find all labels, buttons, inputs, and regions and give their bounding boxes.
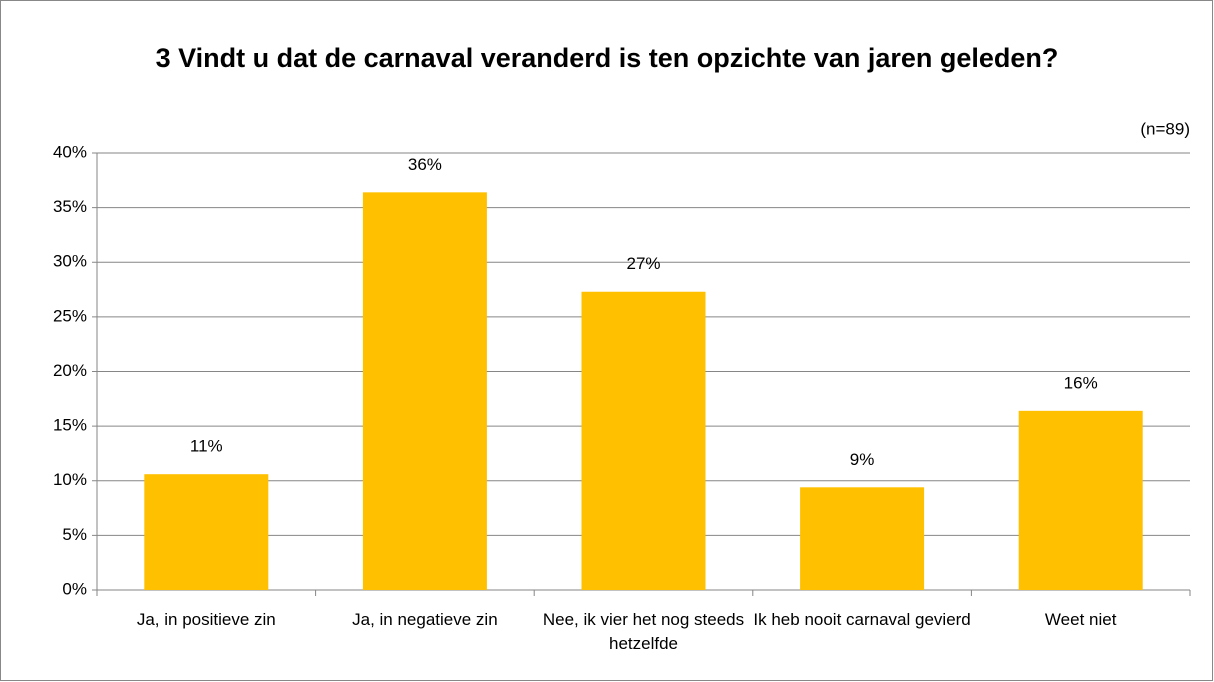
x-tick-label: Ik heb nooit carnaval gevierd	[753, 610, 971, 629]
y-tick-label: 35%	[53, 197, 87, 216]
x-tick-label: Weet niet	[1044, 610, 1117, 629]
y-tick-label: 10%	[53, 470, 87, 489]
data-label: 27%	[626, 254, 660, 273]
data-label: 11%	[190, 437, 223, 456]
x-tick-label: Nee, ik vier het nog steeds hetzelfde	[542, 610, 745, 653]
y-tick-label: 20%	[53, 361, 87, 380]
y-tick-label: 5%	[62, 525, 87, 544]
x-tick-label: Ja, in positieve zin	[136, 610, 276, 629]
data-label: 16%	[1064, 373, 1098, 392]
data-label: 9%	[850, 450, 875, 469]
annotation: (n=89)	[1140, 119, 1190, 138]
bar	[581, 291, 706, 590]
bar	[1018, 410, 1143, 590]
y-tick-label: 15%	[53, 416, 87, 435]
data-label: 36%	[408, 155, 442, 174]
y-tick-label: 25%	[53, 306, 87, 325]
x-tick-label: Ja, in negatieve zin	[352, 610, 498, 629]
bar	[362, 192, 487, 590]
y-tick-label: 40%	[53, 142, 87, 161]
bar	[144, 474, 269, 590]
bar	[800, 487, 925, 590]
chart-title: 3 Vindt u dat de carnaval veranderd is t…	[155, 43, 1059, 73]
y-tick-label: 30%	[53, 252, 87, 271]
y-tick-label: 0%	[62, 579, 87, 598]
